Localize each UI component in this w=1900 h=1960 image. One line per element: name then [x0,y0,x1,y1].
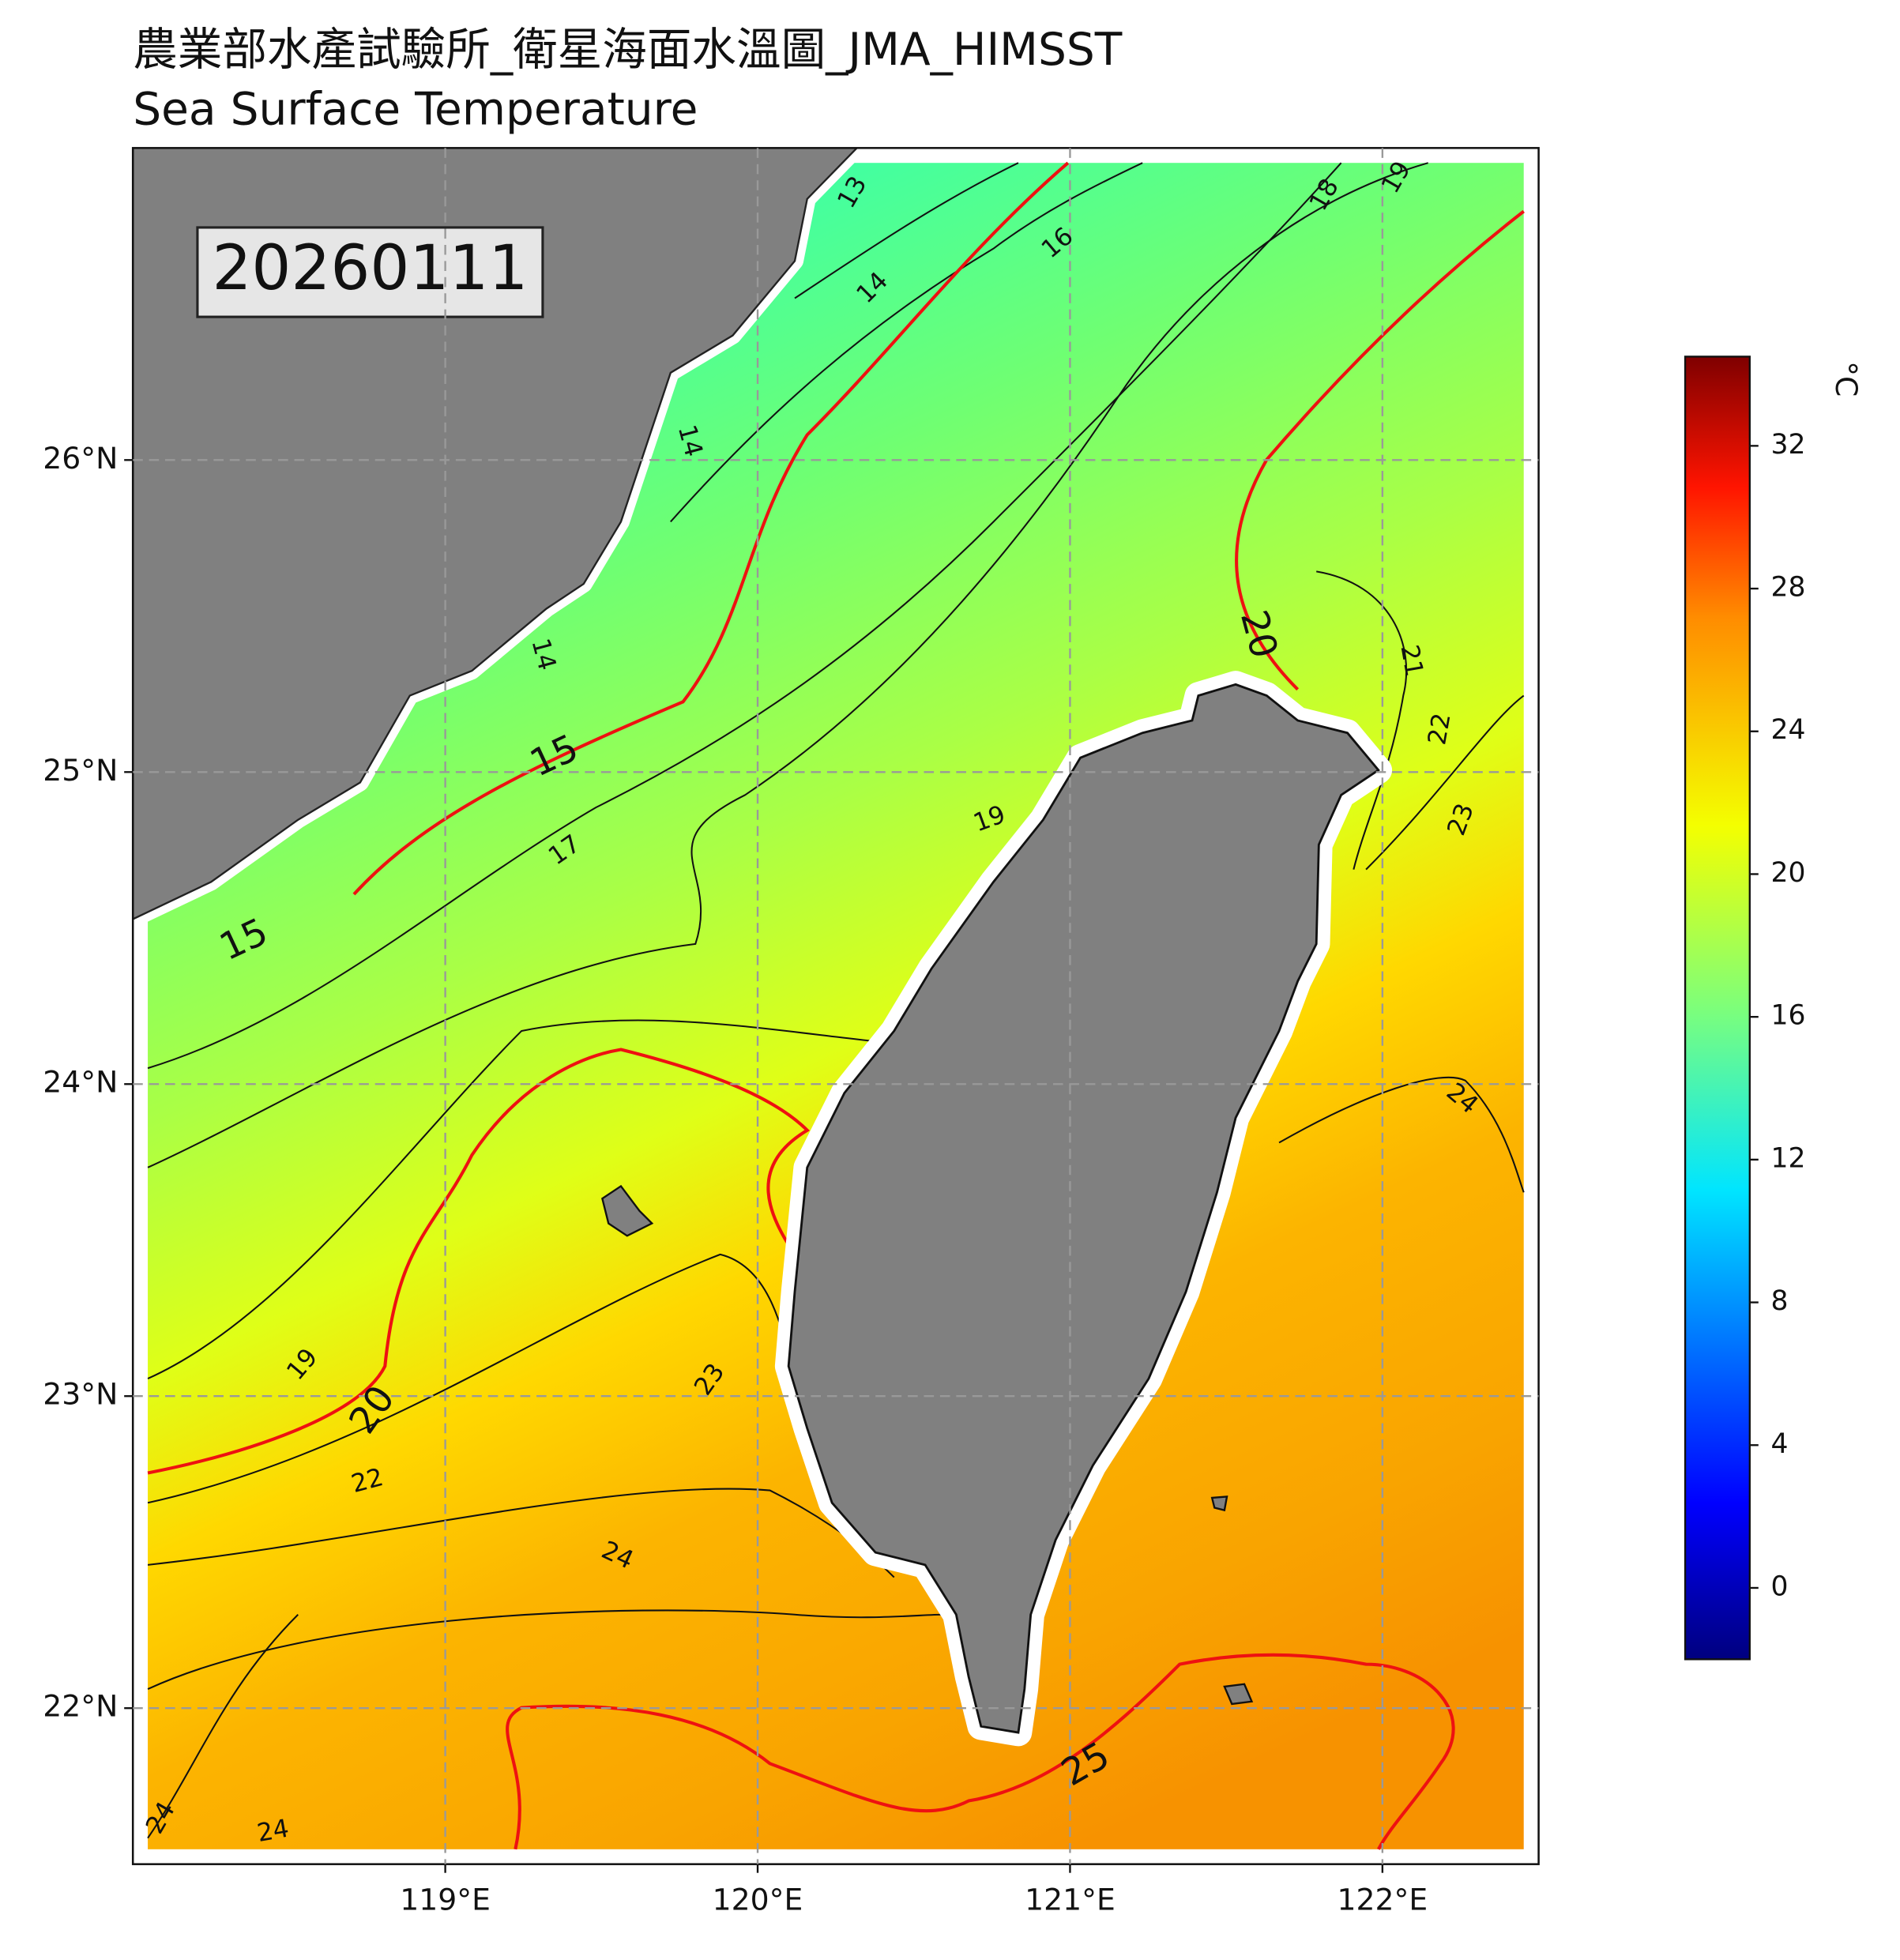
map-frame [131,147,1540,1865]
islands [601,1184,1254,1706]
colorbar-label: °C [1829,361,1864,397]
date-label: 20260111 [212,231,528,304]
x-tick-label: 119°E [400,1882,491,1917]
x-tick-label: 122°E [1338,1882,1428,1917]
contour [147,1019,894,1380]
contour-label: 24 [255,1815,292,1848]
red-contours [147,161,1525,1850]
contour [147,162,1342,1070]
x-tick-label: 120°E [713,1882,803,1917]
colorbar-tick-label: 28 [1771,572,1806,604]
colorbar-tick-label: 12 [1771,1142,1806,1174]
island [1223,1683,1254,1706]
y-tick-label: 22°N [43,1689,118,1724]
island [1210,1495,1228,1512]
date-box [196,226,544,318]
y-tick-label: 24°N [43,1065,118,1100]
y-tick-label: 26°N [43,441,118,476]
contour [1365,694,1525,871]
taiwan [787,683,1380,1734]
y-tick-label: 25°N [43,753,118,788]
contour [794,162,1019,299]
contour [1235,209,1525,691]
contour-label: 21 [1394,643,1428,679]
contour [147,1614,299,1839]
colorbar [1684,356,1751,1661]
contour [147,162,1428,1168]
colorbar-tick-label: 4 [1771,1428,1789,1460]
colorbar-tick-label: 8 [1771,1285,1789,1317]
contour [1278,1076,1525,1193]
colorbar-tick-label: 16 [1771,1000,1806,1032]
title: 農業部水產試驗所_衛星海面水溫圖_JMA_HIMSST [133,24,1123,76]
colorbar-tick-label: 0 [1771,1571,1789,1602]
colorbar-tick-label: 20 [1771,857,1806,889]
mainland [133,148,859,920]
subtitle: Sea Surface Temperature [133,83,698,135]
contour [147,1048,811,1475]
y-tick-label: 23°N [43,1377,118,1412]
contours [147,162,1525,1839]
x-tick-label: 121°E [1025,1882,1116,1917]
contour [352,161,1070,896]
colorbar-tick-label: 24 [1771,714,1806,746]
contour [147,1609,944,1690]
map-area [133,148,1525,1850]
colorbar-tick-label: 32 [1771,429,1806,461]
contour-label: 22 [1423,711,1456,747]
contour [147,1253,796,1504]
contour [1316,570,1408,870]
contour [506,1653,1455,1850]
penghu [601,1184,654,1237]
contour [670,162,1143,523]
